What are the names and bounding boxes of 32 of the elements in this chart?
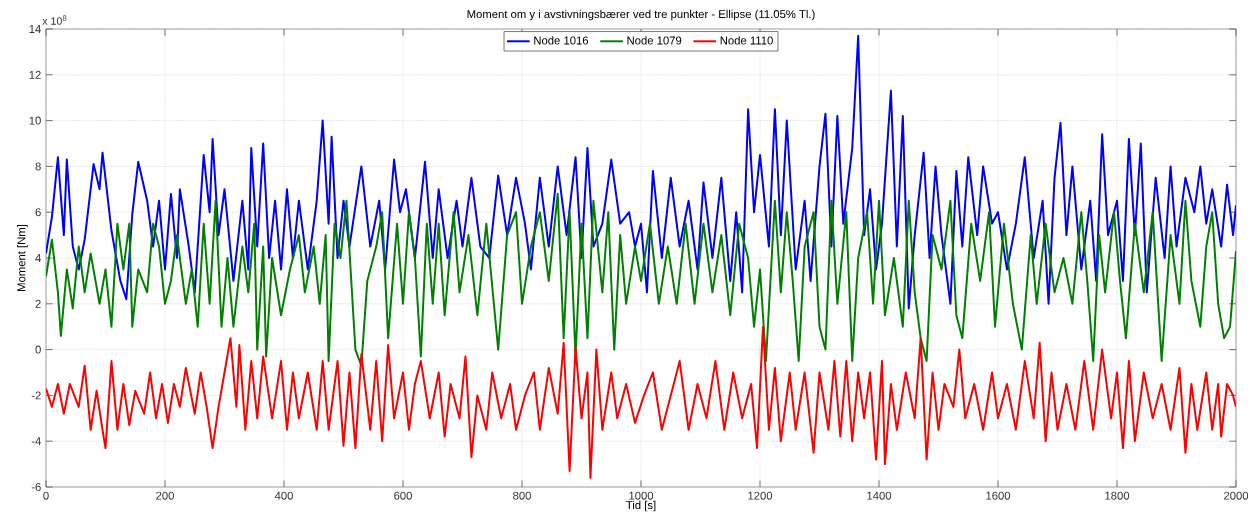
y-tick-label: -2	[31, 391, 41, 400]
x-tick-label: 600	[394, 491, 412, 500]
y-tick-label: 2	[35, 299, 41, 308]
y-tick-label: 0	[35, 345, 41, 354]
y-tick-label: -6	[31, 483, 41, 491]
y-tick-label: 10	[29, 116, 41, 125]
x-tick-label: 2000	[1224, 491, 1249, 500]
x-tick-label: 1000	[629, 491, 654, 500]
y-tick-label: 12	[29, 70, 41, 79]
y-axis-title: Moment [Nm]	[17, 224, 28, 291]
x-tick-label: 1200	[748, 491, 773, 500]
x-tick-label: 1400	[867, 491, 892, 500]
x-axis-title: Tid [s]	[626, 500, 656, 512]
text: x 10$^{8}$	[42, 15, 67, 25]
x-tick-label: 0	[43, 491, 49, 500]
x-tick-label: 800	[513, 491, 531, 500]
y-tick-label: 6	[35, 208, 41, 217]
y-tick-label: -4	[31, 437, 41, 446]
line-series	[46, 325, 1237, 479]
x-tick-label: 1600	[986, 491, 1011, 500]
y-tick-label: 14	[29, 25, 41, 33]
y-tick-label: 8	[35, 162, 41, 171]
x-tick-label: 200	[156, 491, 174, 500]
line-series	[46, 34, 1237, 310]
x-tick-label: 400	[274, 491, 293, 500]
x-tick-label: 1800	[1105, 491, 1130, 500]
legend-label: Node 1079	[627, 36, 682, 45]
legend-label: Node 1110	[720, 36, 773, 45]
chart-title: Moment om y i avstivningsbærer ved tre punkter - Ellipse (11.05% Tl.)	[467, 9, 815, 21]
line-series	[46, 192, 1237, 367]
legend-label: Node 1016	[534, 36, 589, 45]
y-tick-label: 4	[35, 254, 41, 262]
